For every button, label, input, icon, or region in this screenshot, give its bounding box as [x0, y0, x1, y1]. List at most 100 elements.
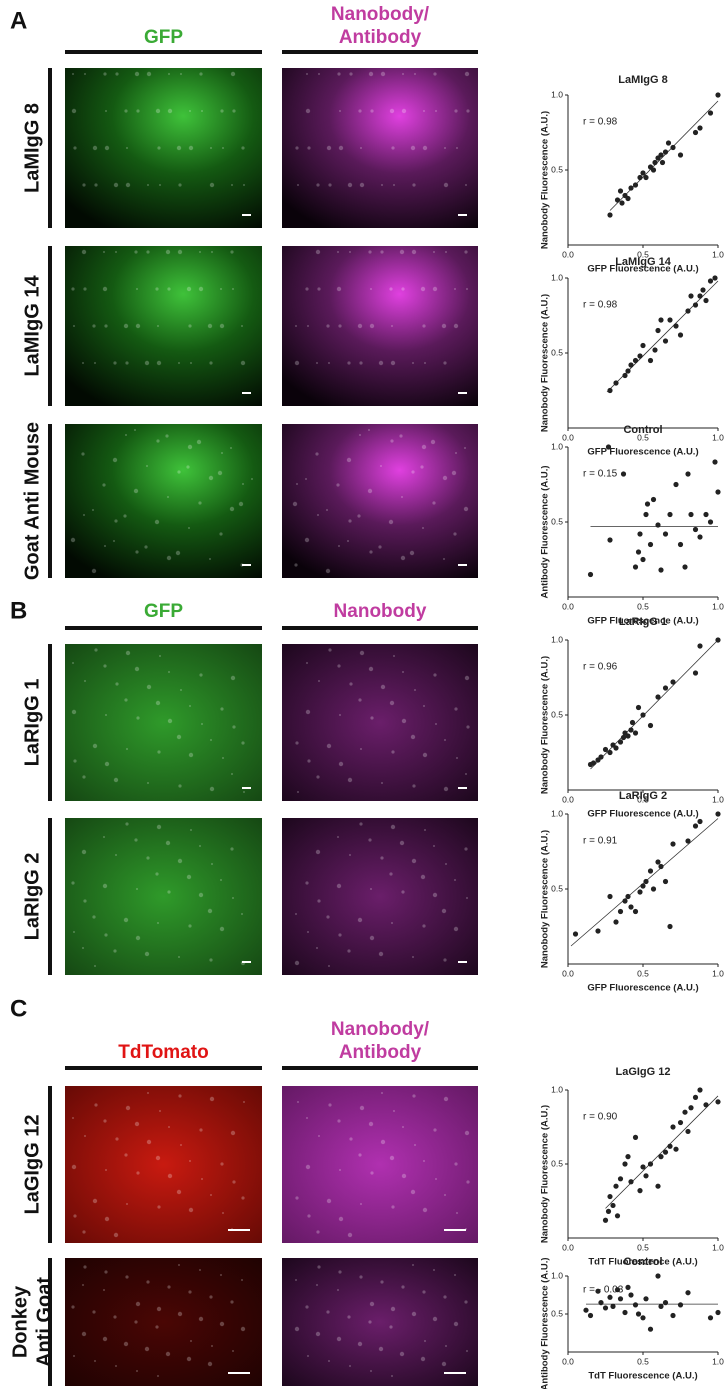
scale-bar	[228, 1229, 250, 1231]
micrograph-speck	[357, 323, 363, 329]
micrograph-speck	[136, 888, 138, 890]
micrograph-speck	[305, 881, 309, 885]
point	[643, 1296, 649, 1302]
micrograph-speck	[401, 1285, 405, 1289]
micrograph-speck	[178, 183, 182, 187]
point	[677, 1302, 684, 1308]
micrograph-speck	[82, 1284, 84, 1286]
micrograph	[65, 246, 262, 406]
micrograph-speck	[208, 475, 214, 481]
chart-title: Control	[623, 1256, 662, 1268]
point	[647, 868, 654, 874]
micrograph-speck	[295, 325, 297, 327]
point	[677, 1119, 684, 1126]
micrograph-speck	[400, 555, 406, 561]
micrograph-speck	[430, 439, 436, 445]
micrograph-speck	[230, 1300, 234, 1304]
x-tick-label: 0.5	[637, 432, 649, 442]
point	[643, 878, 649, 885]
micrograph-speck	[157, 146, 161, 150]
point	[647, 1326, 654, 1332]
micrograph-speck	[167, 287, 171, 291]
point	[637, 353, 643, 359]
micrograph-speck	[317, 1265, 321, 1269]
micrograph-speck	[307, 1214, 311, 1218]
point	[617, 1296, 624, 1302]
micrograph-speck	[369, 1301, 375, 1307]
micrograph-speck	[230, 675, 236, 681]
micrograph-speck	[411, 858, 417, 864]
micrograph-speck	[165, 1351, 171, 1357]
micrograph-speck	[466, 1180, 470, 1184]
row-bar	[48, 1086, 52, 1243]
micrograph-speck	[378, 360, 384, 366]
micrograph-speck	[453, 1321, 459, 1327]
micrograph-speck	[144, 360, 150, 366]
micrograph-speck	[328, 648, 332, 652]
point	[640, 1315, 646, 1321]
micrograph-speck	[326, 915, 330, 919]
column-header: Nanobody	[334, 601, 427, 622]
micrograph-speck	[410, 145, 416, 151]
micrograph-speck	[103, 1289, 105, 1291]
point	[635, 704, 642, 711]
micrograph-speck	[241, 1279, 243, 1281]
micrograph-speck	[241, 913, 243, 915]
point	[607, 893, 613, 900]
point	[625, 893, 631, 900]
micrograph-speck	[336, 286, 342, 292]
point	[700, 287, 706, 293]
micrograph-speck	[433, 673, 437, 677]
row-label: LaRIgG 1	[21, 679, 43, 767]
micrograph-speck	[391, 1375, 393, 1377]
micrograph-speck	[349, 251, 351, 253]
point	[628, 727, 634, 733]
point	[607, 387, 613, 394]
micrograph-speck	[187, 444, 193, 450]
micrograph-speck	[380, 250, 384, 254]
micrograph-speck	[102, 1336, 108, 1342]
fit-line	[609, 100, 719, 211]
micrograph-speck	[305, 478, 307, 480]
micrograph-speck	[348, 519, 352, 523]
micrograph-speck	[232, 1350, 234, 1352]
micrograph-speck	[381, 184, 383, 186]
micrograph	[65, 1258, 262, 1386]
panel-letter: C	[10, 995, 27, 1022]
y-axis-label: Antibody Fluorescence (A.U.)	[540, 465, 551, 598]
point	[692, 129, 699, 136]
micrograph-speck	[178, 956, 180, 958]
micrograph-speck	[391, 750, 395, 754]
micrograph-speck	[454, 879, 456, 881]
point	[635, 1311, 642, 1317]
micrograph-speck	[423, 705, 425, 707]
point	[595, 1288, 601, 1294]
micrograph-speck	[157, 922, 159, 924]
micrograph-speck	[209, 958, 213, 962]
point	[640, 883, 646, 889]
micrograph-speck	[443, 786, 449, 792]
point	[613, 380, 619, 386]
micrograph-speck	[155, 1155, 161, 1161]
micrograph-speck	[240, 1326, 246, 1332]
micrograph-speck	[297, 1101, 299, 1103]
micrograph-speck	[412, 956, 414, 958]
micrograph-speck	[210, 147, 212, 149]
micrograph-speck	[435, 1178, 437, 1180]
micrograph-speck	[71, 287, 75, 291]
micrograph-speck	[105, 1169, 107, 1171]
micrograph-speck	[167, 1173, 173, 1179]
x-axis-label: GFP Fluorescence (A.U.)	[587, 616, 698, 627]
micrograph-speck	[125, 434, 127, 436]
micrograph-speck	[315, 249, 321, 255]
micrograph-speck	[294, 960, 300, 966]
micrograph-speck	[219, 926, 225, 932]
micrograph-speck	[318, 1135, 320, 1137]
x-axis-label: GFP Fluorescence (A.U.)	[587, 264, 698, 275]
micrograph-speck	[84, 73, 86, 75]
micrograph-speck	[401, 890, 405, 894]
micrograph-speck	[209, 182, 215, 188]
micrograph-speck	[464, 1300, 468, 1304]
point	[628, 362, 634, 368]
micrograph-speck	[189, 110, 191, 112]
